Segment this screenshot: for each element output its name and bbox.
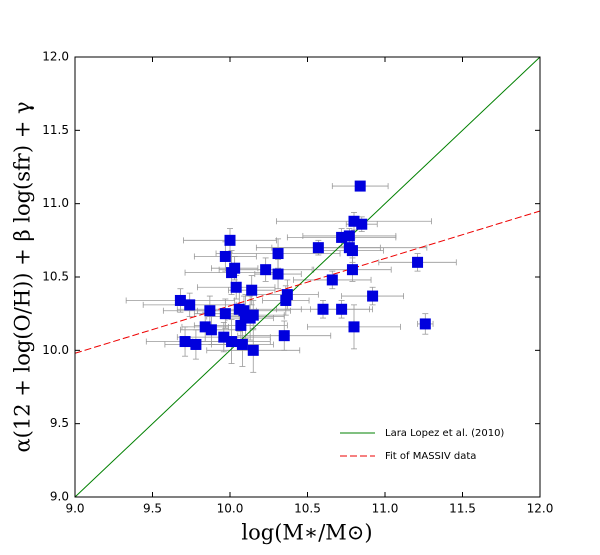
- x-tick-label: 11.5: [449, 502, 476, 516]
- data-point: [326, 274, 338, 286]
- x-tick-label: 9.0: [65, 502, 84, 516]
- data-point: [272, 248, 284, 260]
- data-point: [354, 180, 366, 192]
- x-axis-label: log(M∗/M⊙): [241, 521, 372, 545]
- data-point: [190, 338, 202, 350]
- data-point: [229, 262, 241, 274]
- data-point: [346, 245, 358, 257]
- data-point: [343, 230, 355, 242]
- x-tick-label: 9.5: [143, 502, 162, 516]
- y-tick-label: 10.5: [42, 270, 69, 284]
- data-point: [184, 299, 196, 311]
- legend-label: Lara Lopez et al. (2010): [385, 428, 504, 439]
- data-point: [230, 281, 242, 293]
- data-point: [367, 290, 379, 302]
- data-point: [280, 294, 292, 306]
- data-point: [179, 336, 191, 348]
- data-point: [247, 344, 259, 356]
- data-point: [204, 305, 216, 317]
- data-point: [419, 318, 431, 330]
- data-point: [312, 242, 324, 254]
- y-tick-label: 9.5: [50, 416, 69, 430]
- data-point: [205, 324, 217, 336]
- data-point: [246, 284, 258, 296]
- data-point: [219, 308, 231, 320]
- data-point: [412, 256, 424, 268]
- data-point: [199, 321, 211, 333]
- x-tick-label: 10.5: [294, 502, 321, 516]
- data-point: [317, 303, 329, 315]
- y-tick-label: 11.0: [42, 196, 69, 210]
- y-tick-label: 10.0: [42, 343, 69, 357]
- data-point: [226, 336, 238, 348]
- x-tick-label: 11.0: [372, 502, 399, 516]
- data-point: [238, 305, 250, 317]
- data-point: [260, 264, 272, 276]
- data-point: [336, 303, 348, 315]
- legend-label: Fit of MASSIV data: [385, 451, 476, 462]
- data-point: [219, 250, 231, 262]
- y-axis-label: α(12 + log(O/H)) + β log(sfr) + γ: [11, 101, 35, 452]
- y-tick-label: 11.5: [42, 123, 69, 137]
- data-point: [236, 338, 248, 350]
- y-tick-label: 9.0: [50, 490, 69, 504]
- data-point: [278, 330, 290, 342]
- data-point: [224, 234, 236, 246]
- data-point: [348, 215, 360, 227]
- x-tick-label: 12.0: [527, 502, 554, 516]
- data-point: [272, 268, 284, 280]
- data-point: [281, 289, 293, 301]
- fit-line: [74, 210, 541, 354]
- y-tick-label: 12.0: [42, 50, 69, 64]
- data-point: [356, 218, 368, 230]
- plot-area: [74, 56, 541, 498]
- data-point: [247, 309, 259, 321]
- data-point: [235, 319, 247, 331]
- data-point: [218, 331, 230, 343]
- x-tick-label: 10.0: [217, 502, 244, 516]
- data-point: [336, 231, 348, 243]
- data-point: [348, 321, 360, 333]
- data-point: [174, 294, 186, 306]
- fit-line: [74, 56, 541, 498]
- data-point: [346, 264, 358, 276]
